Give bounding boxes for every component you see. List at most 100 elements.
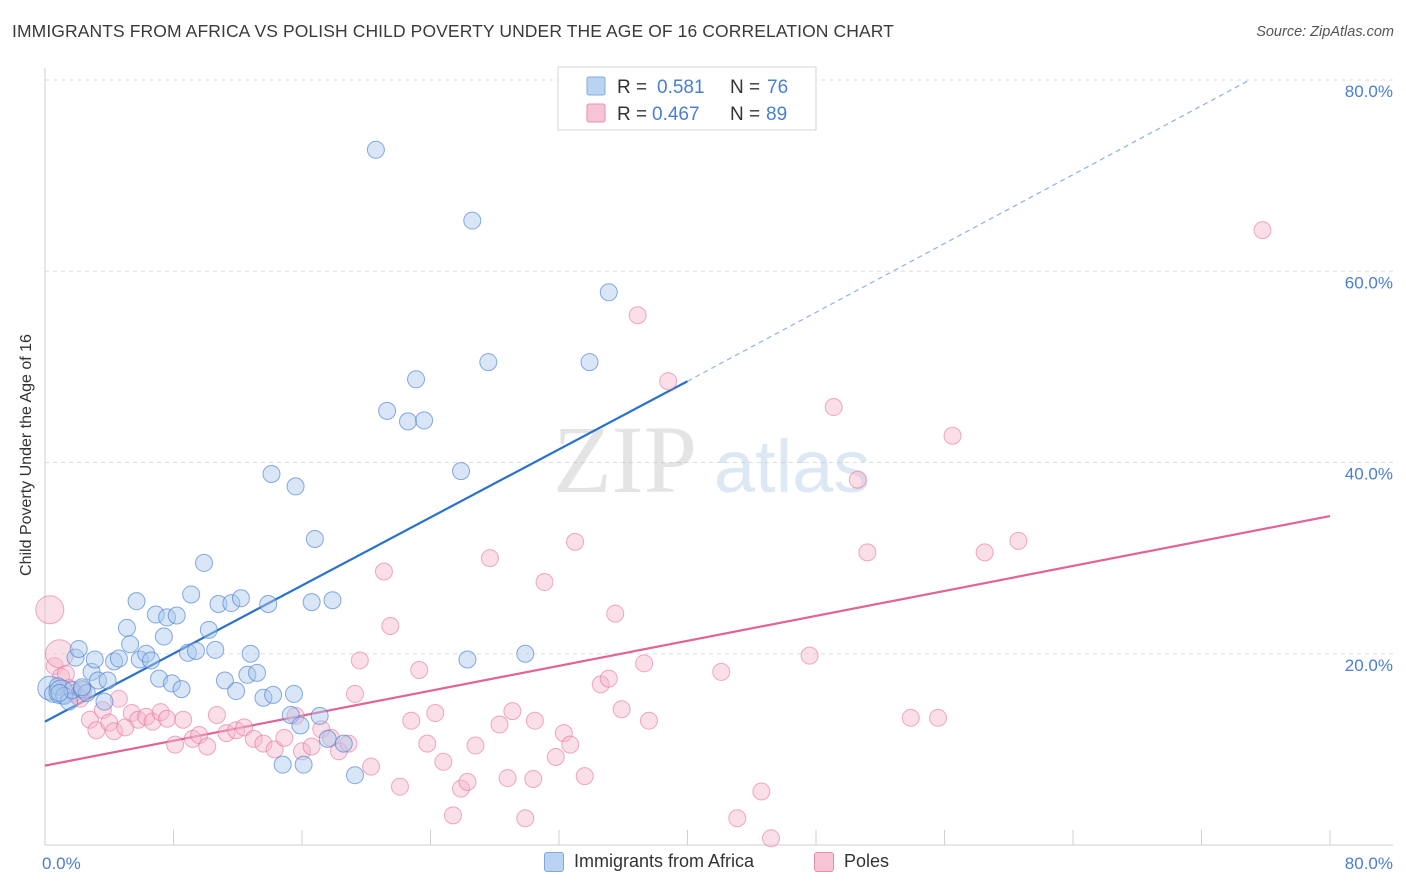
data-point-poles — [975, 543, 994, 562]
data-point-immigrants — [89, 671, 108, 690]
data-point-immigrants — [154, 627, 173, 646]
data-point-poles — [207, 705, 226, 724]
data-point-immigrants — [318, 729, 337, 748]
data-point-poles — [762, 829, 781, 848]
data-point-poles — [374, 562, 393, 581]
data-point-immigrants — [262, 464, 281, 483]
data-point-immigrants — [399, 412, 418, 431]
data-point-poles — [302, 737, 321, 756]
data-point-poles — [410, 661, 429, 680]
data-point-immigrants — [117, 618, 136, 637]
data-point-immigrants — [109, 649, 128, 668]
legend-n-label-1: N = — [730, 77, 760, 98]
data-point-poles — [524, 770, 543, 789]
data-point-poles — [525, 711, 544, 730]
gridlines — [45, 79, 1393, 655]
data-point-immigrants — [146, 605, 165, 624]
watermark-zip: ZIP — [553, 406, 697, 513]
chart-title: IMMIGRANTS FROM AFRICA VS POLISH CHILD P… — [12, 21, 894, 41]
data-point-immigrants — [142, 651, 161, 670]
data-point-poles — [824, 398, 843, 417]
data-point-poles — [458, 772, 477, 791]
legend-n-label-2: N = — [730, 104, 760, 125]
y-tick-label: 60.0% — [1345, 273, 1393, 292]
data-point-immigrants — [378, 401, 397, 420]
data-point-immigrants — [323, 591, 342, 610]
data-point-immigrants — [580, 353, 599, 372]
data-point-poles — [122, 704, 141, 723]
data-point-immigrants — [264, 685, 283, 704]
data-point-poles — [244, 729, 263, 748]
data-point-poles — [639, 711, 658, 730]
data-point-poles — [381, 617, 400, 636]
data-point-immigrants — [479, 353, 498, 372]
y-tick-label: 20.0% — [1345, 656, 1393, 675]
data-point-poles — [235, 718, 254, 737]
data-point-immigrants — [167, 606, 186, 625]
data-point-poles — [498, 769, 517, 788]
data-point-poles — [752, 782, 771, 801]
data-point-immigrants — [105, 652, 124, 671]
data-point-immigrants — [69, 639, 88, 658]
data-point-poles — [109, 689, 128, 708]
trendline-poles — [44, 514, 1331, 767]
data-point-immigrants — [516, 644, 535, 663]
data-point-immigrants — [273, 755, 292, 774]
trendline-immigrants-extension — [687, 79, 1250, 382]
data-point-poles — [443, 806, 462, 825]
data-point-poles — [659, 372, 678, 391]
source-label: Source: ZipAtlas.com — [1256, 24, 1394, 40]
data-point-poles — [1009, 531, 1028, 550]
data-point-poles — [599, 669, 618, 688]
watermark-atlas: atlas — [714, 425, 870, 508]
data-point-immigrants — [215, 671, 234, 690]
legend-item-immigrants-from-africa[interactable]: Immigrants from Africa — [544, 851, 754, 872]
data-point-immigrants — [121, 635, 140, 654]
data-point-immigrants — [186, 641, 205, 660]
data-point-poles — [265, 740, 284, 759]
data-point-poles — [554, 724, 573, 743]
data-point-poles — [151, 703, 170, 722]
data-point-immigrants — [162, 674, 181, 693]
series-poles — [35, 221, 1272, 848]
x-tick-label: 80.0% — [1345, 854, 1393, 873]
y-tick-label: 80.0% — [1345, 82, 1393, 101]
data-point-immigrants — [248, 663, 267, 682]
data-point-poles — [848, 470, 867, 489]
data-point-immigrants — [77, 683, 96, 702]
x-tick-label: 0.0% — [42, 854, 81, 873]
data-point-poles — [174, 710, 193, 729]
data-point-immigrants — [346, 766, 365, 785]
data-point-poles — [858, 543, 877, 562]
trendlines — [44, 79, 1331, 767]
data-point-immigrants — [291, 716, 310, 735]
legend-item-poles[interactable]: Poles — [814, 851, 889, 872]
trendline-immigrants — [44, 380, 689, 723]
data-point-immigrants — [227, 682, 246, 701]
y-tick-label: 40.0% — [1345, 465, 1393, 484]
data-point-poles — [293, 742, 311, 761]
legend-swatch-blue — [586, 76, 606, 96]
data-point-immigrants — [98, 671, 117, 690]
data-point-immigrants — [85, 650, 104, 669]
data-point-poles — [612, 700, 631, 719]
data-point-poles — [346, 684, 365, 703]
data-point-poles — [166, 735, 185, 754]
data-point-poles — [503, 702, 522, 721]
data-point-poles — [516, 809, 535, 828]
data-point-poles — [452, 779, 471, 798]
data-point-poles — [566, 532, 585, 551]
legend-n-value-1: 76 — [767, 77, 788, 98]
data-point-immigrants — [599, 283, 618, 302]
data-point-poles — [1253, 221, 1272, 240]
data-point-poles — [80, 710, 99, 729]
legend-label-immigrants: Immigrants from Africa — [574, 851, 755, 871]
data-point-immigrants — [209, 595, 228, 614]
data-point-poles — [339, 734, 358, 753]
data-point-poles — [546, 748, 565, 767]
data-point-poles — [418, 734, 437, 753]
data-point-poles — [350, 651, 369, 670]
data-point-immigrants — [458, 650, 477, 669]
data-point-immigrants — [334, 734, 353, 753]
